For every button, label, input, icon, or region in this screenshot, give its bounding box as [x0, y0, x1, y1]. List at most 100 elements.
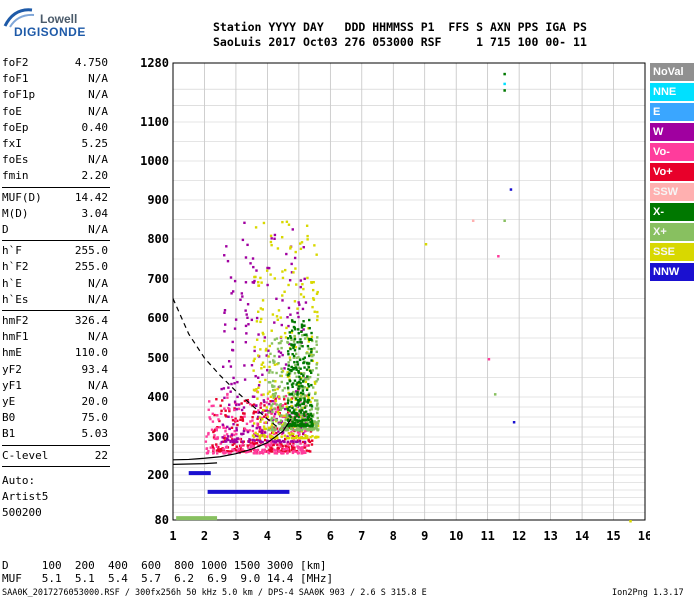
echo-point [292, 409, 296, 412]
echo-point [228, 409, 231, 413]
echo-point [298, 419, 301, 422]
echo-point [279, 440, 283, 444]
echo-point [248, 438, 251, 441]
echo-point [301, 324, 304, 328]
echo-point [223, 311, 226, 314]
echo-point [271, 399, 274, 403]
echo-point [283, 423, 286, 427]
echo-point [294, 328, 297, 331]
echo-point [273, 452, 277, 455]
echo-point [266, 369, 269, 372]
echo-point [298, 440, 302, 443]
echo-point [272, 443, 276, 446]
param-row: h`F2 255.0 [2, 260, 108, 274]
echo-point [302, 406, 305, 409]
echo-point [306, 412, 309, 416]
echo-point [315, 424, 318, 428]
echo-point [290, 271, 294, 274]
echo-point [302, 245, 305, 249]
echo-point [299, 341, 302, 344]
echo-point [302, 401, 306, 405]
echo-point [212, 452, 215, 455]
param-label: h`Es [2, 292, 29, 306]
echo-point [220, 449, 223, 452]
echo-point [215, 428, 219, 432]
echo-point [310, 408, 313, 411]
echo-point [269, 381, 272, 384]
echo-point [259, 320, 262, 324]
echo-point [259, 348, 262, 351]
echo-point [250, 364, 254, 367]
x-tick-label: 7 [358, 529, 365, 543]
echo-point [255, 316, 259, 320]
param-value: N/A [88, 223, 108, 236]
echo-point [291, 406, 294, 410]
echo-point [302, 413, 305, 416]
echo-point [279, 351, 283, 354]
autoscaler-line: Auto: [2, 473, 36, 487]
echo-point [276, 443, 279, 446]
echo-point [256, 425, 259, 428]
echo-point [299, 279, 303, 282]
echo-point [308, 337, 311, 341]
echo-point [271, 388, 275, 392]
echo-point [263, 433, 266, 437]
echo-point [310, 350, 313, 354]
echo-point [218, 426, 221, 429]
echo-point [302, 446, 305, 449]
echo-point [232, 423, 235, 426]
echo-point [221, 440, 225, 443]
echo-point [295, 412, 298, 415]
echo-point [307, 415, 311, 419]
echo-point [216, 436, 219, 439]
echo-point [241, 412, 245, 415]
echo-point [284, 428, 287, 432]
param-label: foF1p [2, 88, 36, 102]
echo-point [270, 440, 274, 443]
echo-point [278, 397, 281, 400]
echo-point [278, 422, 281, 426]
echo-point [257, 333, 260, 336]
echo-point [282, 395, 286, 398]
param-separator [2, 444, 110, 446]
echo-point [227, 450, 231, 453]
echo-point [233, 327, 237, 330]
echo-point [233, 279, 237, 283]
echo-point [271, 427, 274, 431]
echo-point [292, 366, 295, 370]
echo-point [261, 416, 264, 420]
echo-point [243, 364, 246, 367]
echo-point [503, 82, 506, 86]
echo-point [296, 398, 300, 402]
echo-point [223, 407, 226, 410]
echo-point [273, 388, 277, 392]
echo-point [297, 411, 300, 415]
legend-item-noval: NoVal [650, 63, 694, 81]
echo-point [268, 360, 272, 364]
echo-point [279, 445, 282, 448]
echo-point [303, 366, 306, 369]
legend-item-x: X- [650, 203, 694, 221]
echo-point [301, 409, 304, 412]
echo-point [276, 247, 280, 250]
echo-point [237, 407, 241, 411]
echo-point [259, 406, 262, 409]
param-value: N/A [88, 378, 108, 392]
echo-point [245, 332, 248, 335]
echo-point [221, 436, 224, 439]
echo-point [263, 339, 266, 343]
param-row: foF1p N/A [2, 88, 108, 102]
echo-point [273, 412, 277, 416]
y-tick-label: 500 [147, 351, 169, 365]
echo-point [303, 444, 306, 447]
echo-point [301, 334, 304, 337]
echo-point [296, 307, 299, 310]
echo-point [305, 423, 309, 426]
echo-point [253, 439, 257, 442]
param-label: foE [2, 104, 22, 118]
echo-point [275, 436, 279, 440]
echo-point [223, 323, 227, 326]
echo-point [256, 397, 259, 400]
logo-lowell: Lowell [40, 12, 78, 26]
echo-point [268, 369, 272, 372]
